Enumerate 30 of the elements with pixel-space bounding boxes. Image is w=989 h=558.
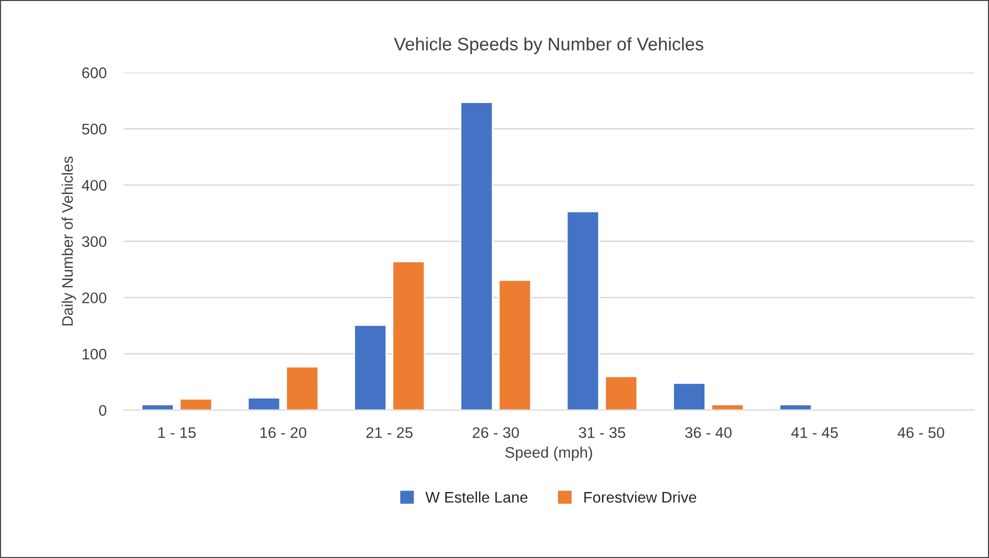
x-tick-label: 16 - 20: [260, 427, 306, 438]
x-tick-label: 1 - 15: [158, 427, 196, 438]
y-tick-label: 200: [82, 292, 106, 304]
bar: [179, 398, 213, 410]
y-tick-label: 300: [82, 236, 106, 248]
y-tick-label: 600: [82, 67, 106, 78]
y-axis-title: Daily Number of Vehicles: [62, 156, 76, 326]
bar: [604, 376, 638, 410]
x-tick-label: 46 - 50: [898, 427, 944, 438]
bar: [392, 260, 426, 410]
bar: [566, 210, 600, 410]
y-tick-label: 100: [82, 348, 106, 360]
x-tick-label: 36 - 40: [685, 427, 732, 438]
y-tick-label: 0: [99, 405, 106, 416]
x-axis-title: Speed (mph): [505, 446, 592, 461]
x-tick-label: 26 - 30: [472, 427, 519, 438]
bar: [247, 397, 281, 410]
x-tick-label: 21 - 25: [366, 427, 413, 438]
legend-label: W Estelle Lane: [425, 491, 528, 503]
bar: [460, 102, 494, 410]
bar: [498, 279, 532, 410]
y-tick-label: 400: [82, 180, 106, 191]
x-tick-label: 41 - 45: [791, 427, 838, 438]
legend-label: Forestview Drive: [584, 491, 696, 503]
x-tick-label: 31 - 35: [578, 427, 626, 438]
chart-title: Vehicle Speeds by Number of Vehicles: [394, 37, 704, 54]
bar: [354, 324, 387, 410]
y-tick-label: 500: [82, 124, 106, 134]
bar: [286, 366, 319, 410]
bar: [672, 382, 706, 410]
